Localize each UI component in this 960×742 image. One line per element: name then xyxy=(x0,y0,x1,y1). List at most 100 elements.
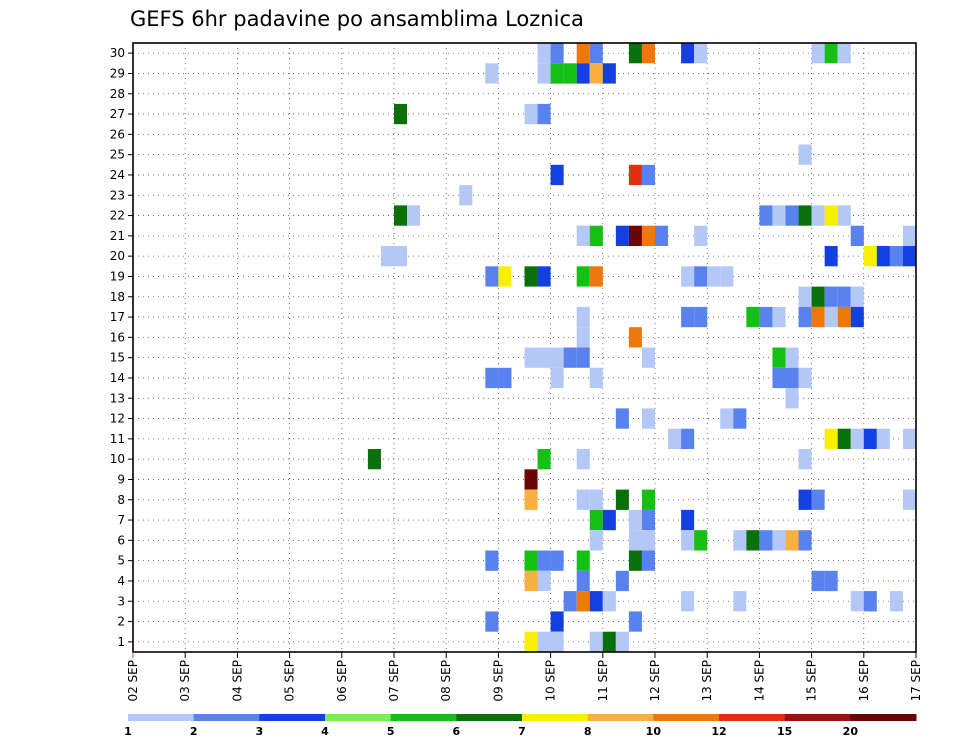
y-tick-label: 10 xyxy=(110,452,125,466)
heatmap-cell xyxy=(863,428,877,449)
y-tick-label: 25 xyxy=(110,148,125,162)
heatmap-cell xyxy=(759,306,773,328)
x-tick-label: 14 SEP xyxy=(752,660,766,702)
y-tick-label: 18 xyxy=(110,290,125,304)
heatmap-cell xyxy=(902,246,916,267)
heatmap-cell xyxy=(576,347,590,368)
x-tick-label: 02 SEP xyxy=(126,660,140,702)
heatmap-cell xyxy=(694,306,708,328)
x-tick-label: 15 SEP xyxy=(805,660,819,702)
legend-swatch xyxy=(325,714,392,721)
heatmap-cell xyxy=(902,225,916,246)
heatmap-cell xyxy=(524,489,538,510)
heatmap-cell xyxy=(485,63,499,84)
heatmap-cell xyxy=(524,631,538,652)
x-tick-label: 12 SEP xyxy=(648,660,662,702)
x-tick-label: 05 SEP xyxy=(283,660,297,702)
heatmap-cell xyxy=(824,428,838,449)
heatmap-cell xyxy=(576,489,590,510)
heatmap-cell xyxy=(720,266,734,287)
heatmap-cell xyxy=(367,449,381,470)
heatmap-cell xyxy=(876,428,890,449)
heatmap-cell xyxy=(850,225,864,246)
heatmap-cell xyxy=(902,489,916,510)
heatmap-cell xyxy=(485,611,499,632)
y-tick-label: 21 xyxy=(110,229,125,243)
heatmap-cell xyxy=(589,266,603,287)
legend-label: 12 xyxy=(711,725,726,738)
heatmap-cell xyxy=(628,327,642,348)
heatmap-cell xyxy=(380,246,394,267)
heatmap-cell xyxy=(694,530,708,551)
heatmap-cell xyxy=(850,428,864,449)
heatmap-cell xyxy=(772,205,786,226)
heatmap-cell xyxy=(641,489,655,510)
heatmap-cell xyxy=(733,408,747,429)
heatmap-cell xyxy=(850,306,864,328)
heatmap-cell xyxy=(485,266,499,287)
heatmap-cell xyxy=(628,43,642,64)
heatmap-cell xyxy=(589,43,603,64)
x-tick-label: 17 SEP xyxy=(909,660,923,702)
y-tick-label: 8 xyxy=(117,493,125,507)
x-tick-label: 16 SEP xyxy=(857,660,871,702)
y-tick-label: 19 xyxy=(110,269,125,283)
heatmap-cell xyxy=(563,347,577,368)
heatmap-cell xyxy=(785,205,799,226)
heatmap-cell xyxy=(537,266,551,287)
heatmap-cell xyxy=(485,367,499,389)
heatmap-cell xyxy=(798,530,812,551)
heatmap-cell xyxy=(576,43,590,64)
heatmap-cell xyxy=(824,286,838,307)
heatmap-cell xyxy=(694,266,708,287)
heatmap-cell xyxy=(537,570,551,592)
heatmap-cell xyxy=(628,225,642,246)
heatmap-cell xyxy=(550,631,564,652)
y-tick-label: 11 xyxy=(110,432,125,446)
heatmap-cell xyxy=(576,266,590,287)
heatmap-cell xyxy=(576,550,590,571)
y-tick-label: 30 xyxy=(110,46,125,60)
heatmap-cell xyxy=(602,591,616,612)
heatmap-cell xyxy=(720,408,734,429)
heatmap-cell xyxy=(524,347,538,368)
heatmap-cell xyxy=(628,530,642,551)
heatmap-cell xyxy=(550,164,564,186)
heatmap-cell xyxy=(589,631,603,652)
heatmap-cell xyxy=(824,246,838,267)
heatmap-cell xyxy=(524,550,538,571)
y-tick-label: 12 xyxy=(110,412,125,426)
heatmap-cell xyxy=(602,63,616,84)
heatmap-cell xyxy=(589,530,603,551)
heatmap-cell xyxy=(576,570,590,592)
heatmap-cell xyxy=(576,449,590,470)
heatmap-cell xyxy=(681,43,695,64)
legend-swatch xyxy=(653,714,720,721)
heatmap-cell xyxy=(615,225,629,246)
legend-label: 7 xyxy=(518,725,526,738)
heatmap-cell xyxy=(798,144,812,165)
legend-swatch xyxy=(128,714,195,721)
legend-swatch xyxy=(522,714,589,721)
heatmap-cell xyxy=(902,428,916,449)
heatmap-cell xyxy=(394,246,408,267)
heatmap-cell xyxy=(837,205,851,226)
heatmap-cell xyxy=(681,591,695,612)
heatmap-cell xyxy=(772,367,786,389)
heatmap-cell xyxy=(824,570,838,592)
heatmap-cell xyxy=(498,367,512,389)
heatmap-cell xyxy=(759,530,773,551)
legend-swatch xyxy=(456,714,523,721)
heatmap-cell xyxy=(837,306,851,328)
heatmap-cell xyxy=(589,591,603,612)
heatmap-cell xyxy=(407,205,421,226)
heatmap-cell xyxy=(524,570,538,592)
legend-swatch xyxy=(259,714,326,721)
heatmap-cell xyxy=(733,591,747,612)
legend-label: 8 xyxy=(584,725,592,738)
y-tick-label: 3 xyxy=(117,594,125,608)
legend-label: 10 xyxy=(646,725,662,738)
y-tick-label: 4 xyxy=(117,574,125,588)
heatmap-cell xyxy=(615,631,629,652)
